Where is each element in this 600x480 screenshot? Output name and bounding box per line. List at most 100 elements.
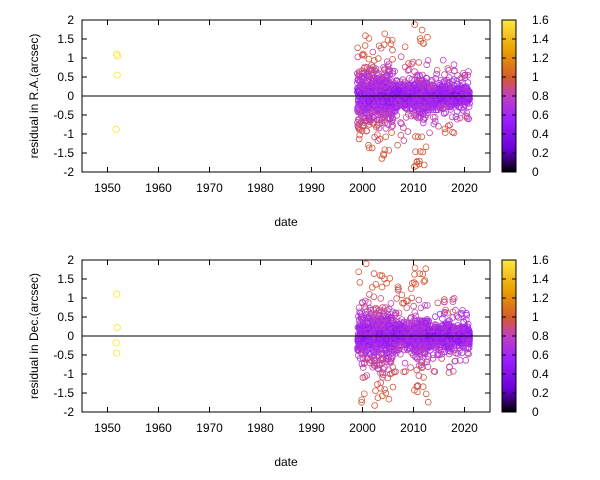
x-axis-label: date: [274, 455, 298, 469]
data-point: [449, 298, 457, 306]
data-point: [397, 53, 405, 60]
data-point: [364, 317, 371, 325]
data-point: [355, 304, 363, 312]
data-point: [375, 311, 383, 319]
data-point: [419, 363, 426, 371]
data-point: [432, 343, 440, 350]
data-point: [386, 370, 394, 378]
y-tick-label: -1: [63, 127, 74, 141]
data-point: [439, 105, 447, 112]
colorbar-tick-label: 0.6: [532, 108, 549, 122]
data-point: [369, 67, 376, 74]
data-point: [375, 42, 383, 50]
data-point: [430, 336, 437, 344]
data-point: [411, 68, 418, 75]
data-point: [380, 41, 388, 48]
data-point: [421, 302, 429, 309]
data-point: [379, 117, 386, 124]
data-point: [391, 68, 398, 75]
data-point: [377, 379, 385, 387]
data-point: [420, 161, 428, 169]
colorbar-tick-label: 1: [532, 310, 539, 324]
data-point: [374, 94, 382, 101]
data-point: [411, 309, 419, 316]
data-point: [455, 90, 463, 98]
data-point: [365, 291, 373, 298]
data-point: [459, 306, 466, 314]
data-point: [385, 305, 393, 313]
data-point: [381, 105, 389, 112]
data-point: [412, 326, 420, 334]
data-point: [428, 76, 436, 84]
data-point: [354, 44, 361, 52]
data-point: [396, 321, 404, 329]
chart-panels: -2 -1.5 -1 -0.5 0 0.5 1 1.5 2 1950 1960 1970 1980 199…: [27, 13, 549, 469]
data-point: [377, 73, 384, 81]
data-point: [362, 80, 369, 87]
x-tick-label: 2000: [349, 421, 376, 435]
data-point: [462, 96, 469, 103]
data-point: [462, 112, 469, 120]
data-point: [452, 306, 459, 314]
data-point: [369, 363, 377, 371]
data-point: [426, 129, 433, 137]
data-point: [398, 81, 406, 88]
data-point: [368, 62, 375, 69]
data-point: [418, 133, 426, 141]
data-point: [408, 294, 416, 302]
data-point: [405, 320, 413, 327]
data-point: [412, 331, 419, 338]
data-point: [441, 298, 448, 306]
data-point: [382, 133, 390, 141]
data-point: [414, 133, 422, 141]
data-point: [452, 97, 460, 105]
data-point: [382, 125, 390, 132]
data-point: [433, 70, 440, 78]
data-point: [461, 101, 469, 108]
data-point: [366, 304, 373, 312]
data-point: [380, 326, 387, 334]
data-point: [354, 53, 362, 61]
data-point: [416, 108, 424, 116]
data-point: [377, 79, 385, 87]
data-point: [415, 59, 423, 66]
colorbar-tick-label: 0.4: [532, 127, 549, 141]
data-point: [414, 94, 422, 101]
data-point: [397, 342, 405, 350]
data-point: [389, 46, 396, 54]
data-point: [430, 325, 438, 333]
data-point: [383, 349, 391, 357]
data-point: [444, 122, 452, 130]
data-point: [394, 286, 402, 294]
data-point: [376, 135, 384, 143]
data-point: [458, 104, 465, 112]
data-point: [358, 81, 365, 88]
data-point: [365, 97, 372, 105]
data-point: [375, 85, 382, 93]
data-point: [442, 306, 449, 314]
data-point: [421, 277, 429, 284]
data-point: [374, 394, 382, 402]
y-tick-label: 2: [67, 13, 74, 27]
x-tick-label: 2020: [451, 181, 478, 195]
x-tick-label: 2020: [451, 421, 478, 435]
data-point: [407, 285, 415, 292]
data-point: [391, 86, 398, 93]
data-point: [396, 328, 404, 336]
data-point: [397, 131, 405, 139]
data-point: [434, 350, 442, 357]
data-point: [404, 328, 411, 336]
data-point: [375, 70, 382, 77]
data-point: [386, 358, 393, 365]
data-point: [393, 295, 400, 302]
data-point: [430, 120, 438, 128]
data-point: [416, 324, 423, 331]
data-point: [416, 148, 424, 155]
data-point: [414, 382, 422, 389]
data-point: [450, 129, 458, 137]
data-point: [360, 65, 368, 72]
data-point: [428, 96, 435, 103]
data-point: [370, 348, 377, 356]
data-point: [422, 390, 430, 398]
data-point: [367, 108, 375, 115]
